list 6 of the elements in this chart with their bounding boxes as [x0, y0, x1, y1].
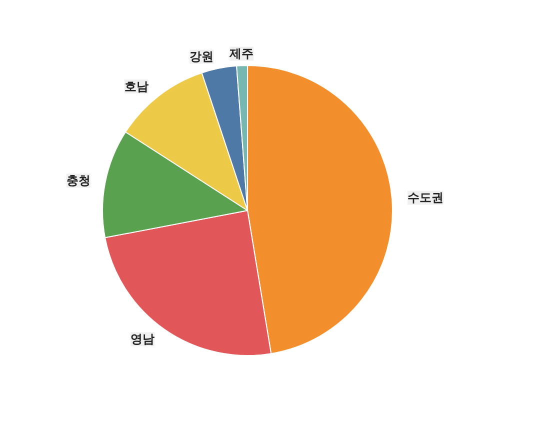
slice-label: 충청 [66, 174, 90, 188]
slice-label: 수도권 [407, 190, 444, 205]
slice-label: 제주 [228, 46, 254, 61]
slice-label: 호남 [124, 79, 148, 94]
slice-label: 강원 [190, 50, 214, 64]
slice-label: 영남 [130, 332, 155, 346]
